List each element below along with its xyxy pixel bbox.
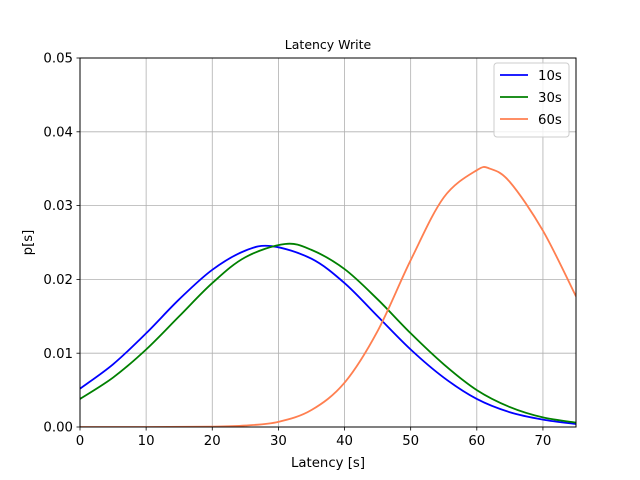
y-tick-label: 0.05: [43, 52, 73, 67]
x-tick-label: 20: [204, 434, 221, 449]
x-tick-label: 50: [402, 434, 419, 449]
legend-label: 30s: [538, 91, 562, 106]
axes: 0 10 20 30 40 50 60 70 0.00 0.01 0.02 0.03 0.04 0.05: [43, 52, 551, 449]
x-tick-label: 0: [76, 434, 84, 449]
x-tick-label: 60: [468, 434, 485, 449]
legend-label: 10s: [538, 69, 562, 84]
x-axis-label: Latency [s]: [291, 456, 365, 471]
legend-label: 60s: [538, 113, 562, 128]
plot-frame: [79, 57, 577, 428]
y-tick-label: 0.02: [43, 273, 73, 288]
series-line-30s: [80, 242, 576, 424]
x-tick-label: 70: [534, 434, 551, 449]
y-tick-label: 0.00: [43, 421, 73, 436]
x-tick-label: 10: [138, 434, 155, 449]
legend: 10s 30s 60s: [493, 62, 570, 138]
y-tick-label: 0.01: [43, 347, 73, 362]
series-line-10s: [80, 244, 576, 425]
y-tick-label: 0.04: [43, 125, 73, 140]
x-tick-label: 40: [336, 434, 353, 449]
chart-title: Latency Write: [285, 37, 372, 52]
y-tick-label: 0.03: [43, 199, 73, 214]
y-axis-label: p[s]: [21, 230, 36, 256]
x-tick-label: 30: [270, 434, 287, 449]
